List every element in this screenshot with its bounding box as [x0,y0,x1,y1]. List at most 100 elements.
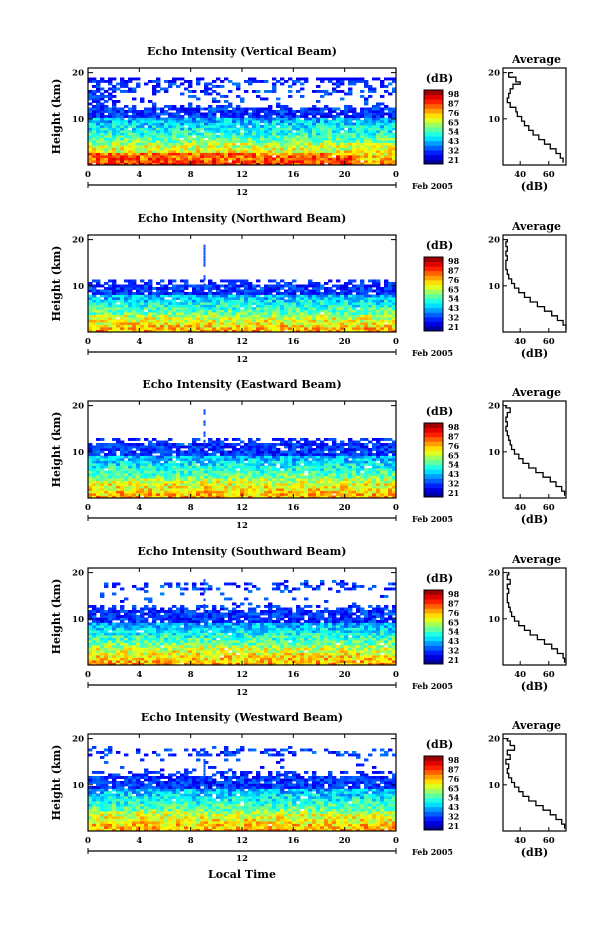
heatmap-cell [276,455,281,459]
heatmap-cell [340,322,345,325]
heatmap-cell [316,110,321,113]
heatmap-cell [168,299,173,303]
heatmap-cell [108,157,113,161]
heatmap-cell [184,107,189,111]
heatmap-cell [140,112,145,116]
heatmap-cell [336,127,341,131]
heatmap-cell [392,297,397,300]
heatmap-cell [232,470,237,474]
heatmap-cell [196,488,201,491]
heatmap-cell [372,120,377,123]
heatmap-cell [136,150,141,153]
heatmap-cell [184,120,189,123]
heatmap-cell [340,147,345,151]
heatmap-cell [176,147,181,151]
heatmap-cell [280,155,285,158]
heatmap-cell [336,107,341,111]
heatmap-cell [300,307,305,310]
heatmap-cell [328,77,333,81]
heatmap-cell [284,282,289,285]
heatmap-cell [164,162,169,166]
heatmap-cells [88,409,397,499]
heatmap-cell [204,480,209,484]
heatmap-cell [208,324,213,328]
heatmap-cell [204,90,209,93]
heatmap-cell [192,110,197,113]
heatmap-cell [348,117,353,121]
heatmap-cell [164,137,169,141]
heatmap-cell [124,135,129,138]
heatmap-cell [244,284,249,288]
heatmap-cell [360,150,365,153]
heatmap-cell [152,292,157,295]
heatmap-cell [152,87,157,91]
heatmap-cell [364,480,369,484]
heatmap-cell [236,110,241,113]
heatmap-cell [372,157,377,161]
heatmap-cell [144,140,149,143]
heatmap-cell [280,107,285,111]
heatmap-cell [184,304,189,308]
heatmap-cell [284,312,289,315]
heatmap-cell [304,117,309,121]
heatmap-cell [152,468,157,471]
heatmap-cell [276,294,281,298]
heatmap-cell [140,478,145,481]
heatmap-cell [164,87,169,91]
heatmap-cell [212,312,217,315]
heatmap-cell [284,495,289,499]
heatmap-cell [376,110,381,113]
heatmap-cell [120,110,125,113]
heatmap-cell [92,137,97,141]
heatmap-cell [200,122,205,126]
heatmap-cell [392,458,397,461]
heatmap-cell [328,317,333,320]
heatmap-cell [380,327,385,330]
heatmap-cell [352,297,357,300]
heatmap-cell [228,110,233,113]
heatmap-cell [196,132,201,136]
heatmap-cell [200,147,205,151]
heatmap-cell [308,460,313,464]
heatmap-cell [304,120,309,123]
heatmap-cell [308,137,313,141]
heatmap-cell [348,292,353,295]
heatmap-cell [96,304,101,308]
heatmap-cell [340,470,345,474]
heatmap-cell [268,475,273,479]
heatmap-cell [312,162,317,166]
heatmap-cell [308,475,313,479]
heatmap-cell [112,107,117,111]
heatmap-cell [188,490,193,494]
heatmap-cell [364,294,369,298]
heatmap-cell [236,480,241,484]
heatmap-cell [208,155,213,158]
heatmap-cell [360,145,365,148]
heatmap-cell [312,304,317,308]
heatmap-cell [236,455,241,459]
heatmap-cell [212,155,217,158]
heatmap-cell [352,455,357,459]
heatmap-cell [88,127,93,131]
heatmap-cell [280,488,285,491]
heatmap-cell [236,162,241,166]
heatmap-cell [288,304,293,308]
heatmap-cell [92,117,97,121]
heatmap-cell [264,294,269,298]
heatmap-cell [376,483,381,486]
heatmap-cell [252,77,257,81]
heatmap-cell [384,135,389,138]
heatmap-cell [100,125,105,128]
heatmap-cell [320,475,325,479]
heatmap-cell [332,495,337,499]
heatmap-cell [356,162,361,166]
heatmap-cell [296,125,301,128]
heatmap-cell [88,160,93,163]
heatmap-cell [388,160,393,163]
heatmap-cell [180,317,185,320]
heatmap-cell [92,312,97,315]
heatmap-cell [92,327,97,330]
heatmap-cell [180,453,185,456]
heatmap-cell [392,319,397,323]
heatmap-cell [364,110,369,113]
